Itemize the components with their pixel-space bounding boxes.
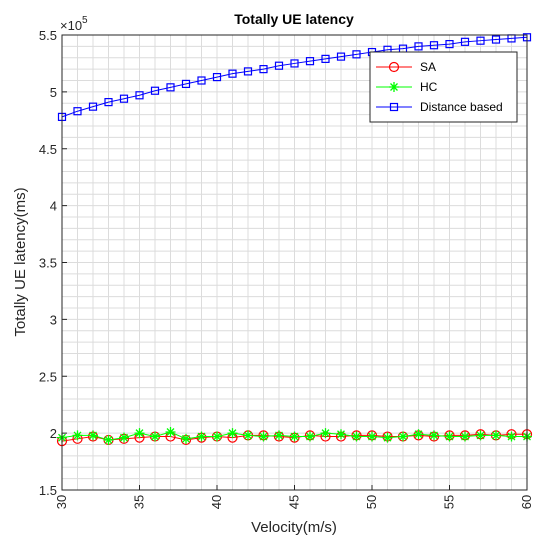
data-point-hc [491,430,501,441]
series-distance-based [57,33,532,122]
data-point-distance-based [212,72,222,82]
data-point-distance-based [243,67,253,76]
data-point-hc [243,430,253,441]
x-axis-label: Velocity(m/s) [251,519,337,536]
y-tick-label: 2 [50,426,57,441]
legend-marker-hc [389,82,399,92]
data-point-hc [444,431,455,442]
data-point-distance-based [181,79,191,89]
data-point-distance-based [336,52,346,61]
data-point-hc [460,431,470,442]
data-point-distance-based [290,59,299,68]
data-point-hc [72,430,83,441]
y-tick-label: 5 [50,85,57,100]
x-tick-label: 45 [287,495,302,509]
data-point-distance-based [259,65,268,74]
x-tick-label: 50 [364,495,379,509]
data-point-hc [382,432,393,443]
data-point-hc [134,428,145,439]
data-point-hc [429,430,439,441]
data-point-distance-based [228,69,237,78]
legend-entry-hc: HC [376,80,438,94]
grid [62,35,527,490]
data-point-distance-based [150,86,160,95]
y-tick-label: 3.5 [39,256,57,271]
data-point-distance-based [445,39,454,49]
x-tick-label: 40 [209,495,224,509]
y-tick-label: 4 [50,199,57,214]
legend-label-hc: HC [420,80,438,94]
data-point-distance-based [429,41,439,50]
x-tick-label: 30 [54,495,69,509]
y-tick-label: 1.5 [39,483,57,498]
data-point-hc [227,428,238,439]
data-point-distance-based [88,102,98,111]
x-tick-label: 55 [442,495,457,509]
legend-marker-sa [388,61,400,73]
data-point-hc [398,431,408,442]
data-point-distance-based [352,50,361,59]
data-point-distance-based [166,83,175,92]
data-point-hc [413,429,424,440]
data-point-distance-based [305,57,315,66]
data-point-distance-based [321,54,330,63]
data-point-distance-based [73,107,82,116]
y-axis-label: Totally UE latency(ms) [12,187,29,336]
data-point-hc [305,431,315,442]
data-point-distance-based [414,42,423,51]
y-tick-label: 3 [50,312,57,327]
data-point-hc [258,431,269,442]
y-exponent-power: 5 [82,15,88,26]
data-point-distance-based [491,35,501,44]
series-line-distance-based [61,36,528,118]
ticks: 30 35 40 45 50 55 60 1.5 2 2.5 3 3.5 4 4.5 5 5.5 [39,28,534,509]
data-point-distance-based [104,98,113,107]
data-point-hc [367,431,377,442]
chart-title: Totally UE latency [234,11,354,27]
legend-label-sa: SA [420,60,436,74]
legend-marker-distance-based [389,102,399,112]
data-point-hc [150,431,160,442]
data-point-distance-based [119,94,129,103]
data-point-hc [506,431,517,442]
legend-entry-sa: SA [376,60,436,74]
y-tick-label: 4.5 [39,142,57,157]
data-point-hc [212,431,222,442]
data-point-hc [165,426,176,437]
y-tick-label: 2.5 [39,369,57,384]
legend: SA HC Distance based [369,51,518,123]
data-point-hc [289,431,300,442]
data-point-hc [181,433,191,444]
y-tick-label: 5.5 [39,28,57,43]
data-point-distance-based [197,76,206,85]
data-point-hc [351,431,362,442]
data-point-hc [475,430,486,441]
y-exponent-base: ×10 [60,18,82,33]
legend-label-distance-based: Distance based [420,100,503,114]
x-tick-label: 60 [519,495,534,509]
data-point-hc [196,431,207,442]
data-point-hc [336,429,346,440]
data-point-distance-based [476,36,485,45]
data-point-hc [274,430,284,441]
data-point-distance-based [274,61,284,70]
data-point-hc [103,434,114,445]
x-tick-label: 35 [132,495,147,509]
data-point-hc [119,432,129,443]
data-point-distance-based [135,91,144,100]
data-point-hc [320,428,331,439]
data-point-hc [88,430,98,441]
legend-entry-distance-based: Distance based [376,100,503,114]
data-point-distance-based [460,37,470,46]
y-exponent: ×10 5 [60,15,88,33]
